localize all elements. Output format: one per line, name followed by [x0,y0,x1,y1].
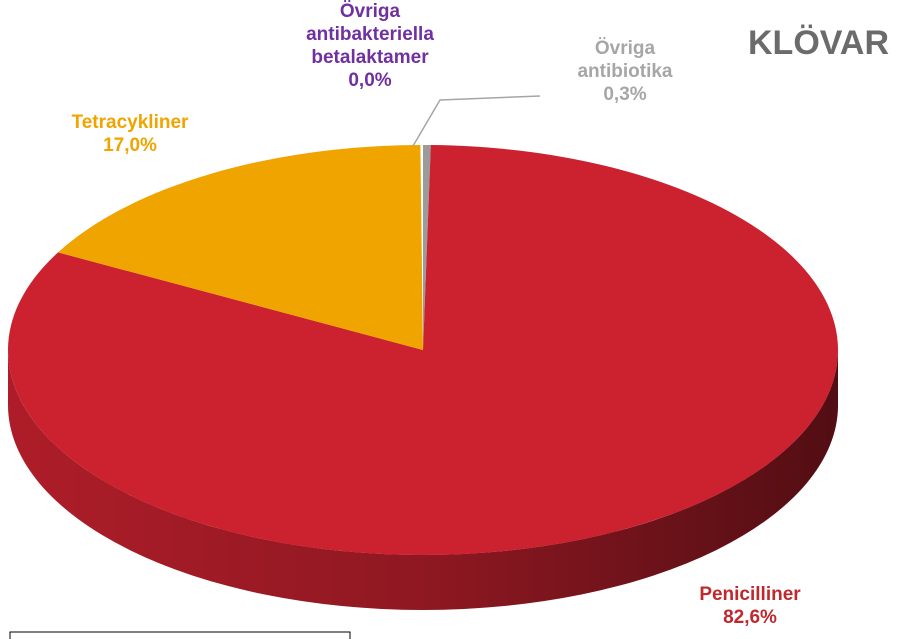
slice-value: 82,6% [723,607,777,628]
pie-slice [423,145,431,350]
slice-value: 0,0% [348,70,392,91]
leader-line [412,95,541,147]
slice-value: 17,0% [103,135,157,156]
slice-label: Övriga antibiotika 0,3% [555,37,695,106]
slice-name: Övriga antibakteriella betalaktamer [306,1,434,68]
pie-slice [7,145,839,555]
pie-slice [58,145,423,350]
slice-label: Tetracykliner 17,0% [30,111,230,157]
slice-value: 0,3% [603,84,647,105]
chart-title: KLÖVAR [748,24,890,62]
side-shade [8,350,838,610]
slice-label: Övriga antibakteriella betalaktamer 0,0% [280,0,460,92]
slice-label: Penicilliner 82,6% [655,583,845,629]
slice-name: Tetracykliner [71,112,189,133]
slice-name: Övriga antibiotika [577,38,673,82]
slice-name: Penicilliner [699,584,801,605]
pie-tops [7,145,839,555]
legend-box [9,631,351,639]
